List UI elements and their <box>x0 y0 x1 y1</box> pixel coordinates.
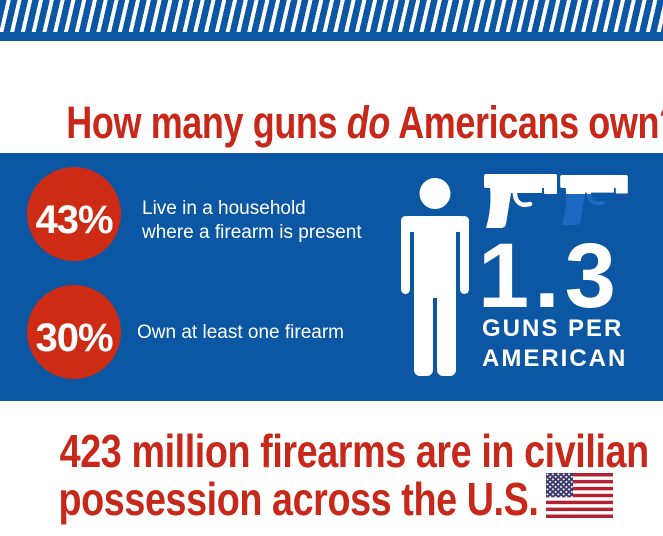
pistol-icon <box>484 174 557 228</box>
headline-pre: How many guns <box>66 97 347 149</box>
stat-circle-household: 43% <box>27 167 121 261</box>
guns-per-american-label-line1: GUNS PER <box>482 315 624 342</box>
guns-per-american-label-line2: AMERICAN <box>482 345 628 372</box>
stat-label-own-line1: Own at least one firearm <box>137 322 344 343</box>
stat-value-household: 43% <box>35 197 113 242</box>
headline-emphasis: do <box>346 97 391 149</box>
stat-label-household-line1: Live in a household <box>142 198 306 219</box>
stat-value-own: 30% <box>35 315 113 360</box>
headline-post: Americans own? <box>389 97 663 149</box>
solid-blue-bar <box>0 32 663 41</box>
stat-label-household-line2: where a firearm is present <box>142 222 362 243</box>
footer-statement-line2: possession across the U.S. <box>58 473 539 525</box>
page-title: How many guns do Americans own? <box>66 97 663 149</box>
person-icon <box>401 178 469 376</box>
us-flag-icon <box>546 473 613 518</box>
guns-per-american-value: 1.3 <box>478 225 621 327</box>
stat-label-household: Live in a household where a firearm is p… <box>142 197 362 245</box>
stat-label-own: Own at least one firearm <box>137 321 344 345</box>
stat-circle-own: 30% <box>27 285 121 379</box>
partial-pistol-icon <box>560 175 628 225</box>
diagonal-stripe-band <box>0 0 663 33</box>
stats-panel: 43% Live in a household where a firearm … <box>0 153 663 401</box>
footer-statement-line1: 423 million firearms are in civilian <box>59 425 649 477</box>
